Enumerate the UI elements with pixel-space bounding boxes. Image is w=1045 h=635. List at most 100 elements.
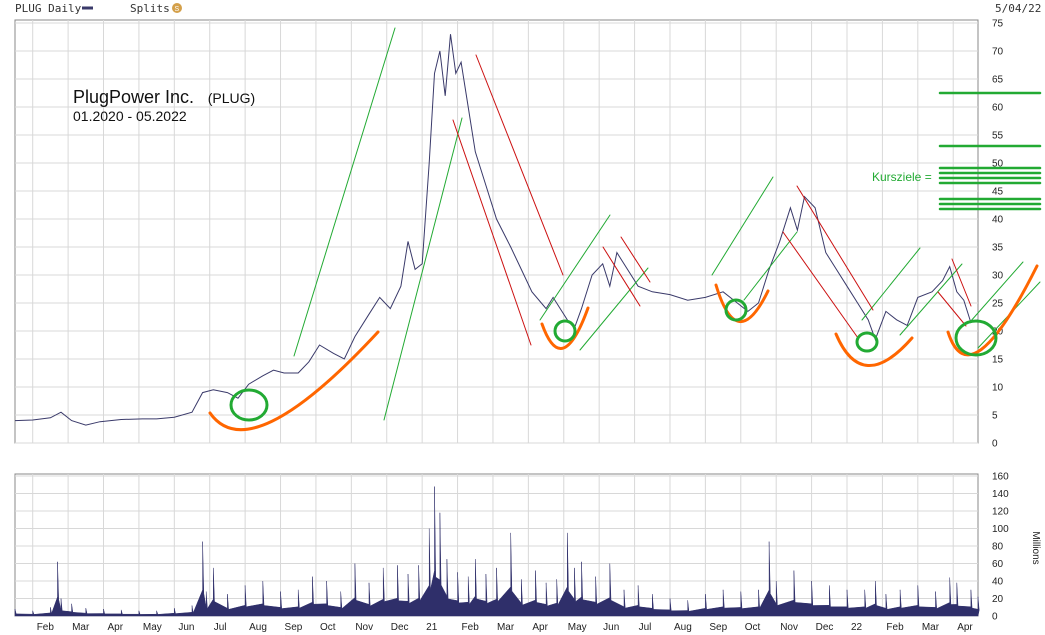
chart-annotation: PlugPower Inc. (PLUG) 01.2020 - 05.2022 … [73,87,932,184]
trendline-green [383,117,463,421]
x-tick-label: Feb [462,622,480,633]
trendline-red [475,54,564,276]
bottom-circle [954,319,998,357]
x-tick-label: May [568,622,587,633]
price-panel-frame [14,19,979,444]
price-tick-label: 75 [992,19,1004,30]
annotation-ticker: (PLUG) [208,90,255,106]
x-tick-label: Aug [249,622,267,633]
volume-tick-label: 20 [992,594,1004,605]
trendline-green [579,267,649,351]
header-date: 5/04/22 [995,2,1041,15]
trendline-red [602,246,641,307]
chart-header: PLUG Daily Splits S 5/04/22 [15,2,1041,15]
support-arc [946,264,1039,357]
price-tick-label: 0 [992,439,998,450]
volume-tick-label: 100 [992,524,1009,535]
x-tick-label: 22 [851,622,863,633]
volume-panel: 0 20 40 60 80 100 120 140 160 Millions [14,472,1041,623]
bottom-circles [229,298,998,422]
volume-y-axis: 0 20 40 60 80 100 120 140 160 [992,472,1009,623]
volume-grid [15,474,978,617]
price-tick-label: 60 [992,103,1004,114]
x-tick-label: Jul [214,622,227,633]
price-tick-label: 10 [992,383,1004,394]
volume-tick-label: 40 [992,577,1004,588]
volume-tick-label: 60 [992,559,1004,570]
annotation-title: PlugPower Inc. (PLUG) [73,87,255,107]
x-tick-label: May [143,622,162,633]
price-series-line [14,34,979,426]
price-tick-label: 40 [992,215,1004,226]
price-tick-label: 5 [992,411,998,422]
volume-tick-label: 140 [992,489,1009,500]
volume-axis-label: Millions [1030,531,1041,564]
trendline-red [951,258,972,307]
trendline-green [711,176,774,276]
x-tick-label: Mar [497,622,515,633]
volume-tick-label: 0 [992,612,998,623]
trendline-green [743,231,798,301]
x-tick-label: Mar [922,622,940,633]
x-tick-label: Feb [886,622,904,633]
x-tick-label: Dec [816,622,834,633]
x-tick-label: Mar [72,622,90,633]
x-tick-label: Apr [532,622,548,633]
x-tick-label: Aug [674,622,692,633]
annotation-company: PlugPower Inc. [73,87,194,107]
support-arcs [208,264,1039,432]
volume-tick-label: 80 [992,542,1004,553]
annotation-date-range: 01.2020 - 05.2022 [73,108,187,124]
trendline-green [969,261,1024,323]
x-tick-label: Apr [957,622,973,633]
splits-badge-icon [172,3,182,13]
price-tick-label: 55 [992,131,1004,142]
x-tick-label: Jun [178,622,194,633]
splits-label: Splits [130,2,170,15]
trendline-green [539,214,611,321]
price-targets-label: Kursziele = [872,170,932,184]
red-channel-lines [452,54,972,346]
bottom-circle [229,388,269,422]
support-arc [208,330,380,432]
support-arc [714,283,770,323]
trend-annotations [208,27,1042,432]
x-tick-label: Nov [780,622,798,633]
volume-tick-label: 120 [992,507,1009,518]
bottom-circle [553,319,577,343]
price-tick-label: 35 [992,243,1004,254]
x-tick-label: Sep [285,622,303,633]
price-tick-label: 70 [992,47,1004,58]
x-tick-label: Sep [709,622,727,633]
x-tick-label: Nov [355,622,373,633]
price-tick-label: 65 [992,75,1004,86]
price-tick-label: 30 [992,271,1004,282]
price-target-lines [938,91,1042,211]
price-tick-label: 25 [992,299,1004,310]
x-tick-label: Feb [37,622,55,633]
splits-badge-letter: S [175,6,180,13]
series-label: PLUG Daily [15,2,82,15]
x-tick-label: Oct [320,622,336,633]
x-tick-label: Jun [603,622,619,633]
volume-series-area [14,486,980,617]
support-arc [540,306,590,350]
bottom-circle [855,331,879,353]
price-tick-label: 50 [992,159,1004,170]
x-axis: Feb Mar Apr May Jun Jul Aug Sep Oct Nov Dec 21 Feb Ma… [37,622,974,633]
price-tick-label: 15 [992,355,1004,366]
x-tick-label: Dec [391,622,409,633]
x-tick-label: Jul [639,622,652,633]
trendline-red [452,119,532,346]
trendline-red [620,236,651,283]
price-tick-label: 45 [992,187,1004,198]
trendline-green [899,263,963,336]
x-tick-label: Apr [108,622,124,633]
trendline-red [796,185,874,311]
x-tick-label: Oct [745,622,761,633]
x-tick-label: 21 [426,622,438,633]
trendline-red [937,291,967,327]
